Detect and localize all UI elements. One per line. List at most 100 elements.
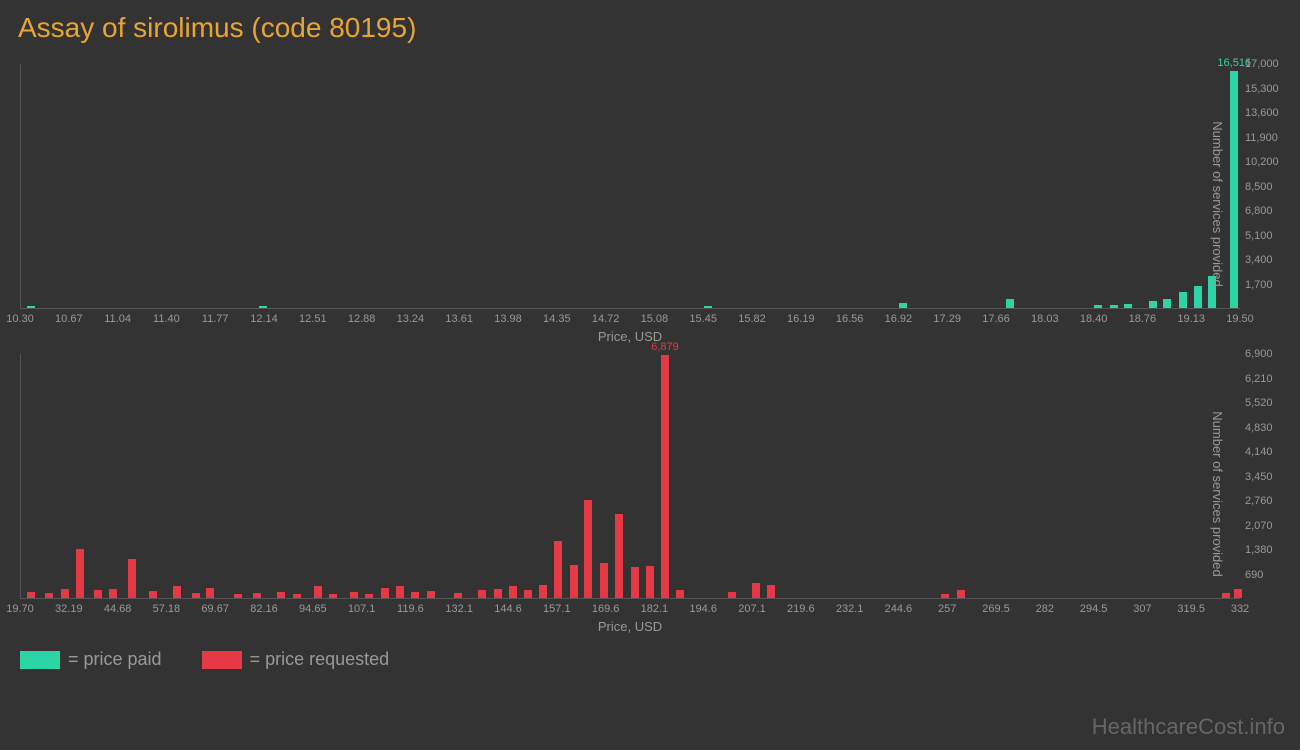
bar bbox=[1234, 589, 1242, 598]
legend: = price paid = price requested bbox=[0, 634, 1300, 670]
bar bbox=[1194, 286, 1202, 308]
x-tick: 18.76 bbox=[1129, 313, 1157, 325]
chart-requested-yticks: 6901,3802,0702,7603,4504,1404,8305,5206,… bbox=[1245, 354, 1285, 599]
x-tick: 332 bbox=[1231, 603, 1249, 615]
bar bbox=[1222, 593, 1230, 598]
x-tick: 13.61 bbox=[445, 313, 473, 325]
x-tick: 10.30 bbox=[6, 313, 34, 325]
bar bbox=[259, 306, 267, 308]
y-tick: 8,500 bbox=[1245, 181, 1273, 193]
legend-swatch-paid bbox=[20, 651, 60, 669]
y-tick: 11,900 bbox=[1245, 132, 1278, 144]
bar bbox=[173, 586, 181, 598]
bar bbox=[411, 592, 419, 598]
x-tick: 12.14 bbox=[250, 313, 278, 325]
y-tick: 1,700 bbox=[1245, 279, 1273, 291]
x-tick: 15.08 bbox=[641, 313, 669, 325]
x-tick: 119.6 bbox=[397, 603, 424, 615]
x-tick: 257 bbox=[938, 603, 956, 615]
x-tick: 32.19 bbox=[55, 603, 83, 615]
y-tick: 17,000 bbox=[1245, 58, 1279, 70]
x-tick: 319.5 bbox=[1177, 603, 1205, 615]
y-tick: 6,800 bbox=[1245, 205, 1273, 217]
x-tick: 294.5 bbox=[1080, 603, 1108, 615]
chart-requested: 6,879 19.7032.1944.6857.1869.6782.1694.6… bbox=[20, 354, 1240, 634]
y-tick: 10,200 bbox=[1245, 156, 1279, 168]
bar bbox=[1094, 305, 1102, 308]
bar bbox=[1149, 301, 1157, 308]
y-tick: 690 bbox=[1245, 569, 1263, 581]
x-tick: 207.1 bbox=[738, 603, 766, 615]
bar bbox=[524, 590, 532, 598]
y-tick: 1,380 bbox=[1245, 544, 1273, 556]
bar bbox=[1179, 292, 1187, 308]
bar bbox=[76, 549, 84, 598]
bar bbox=[941, 594, 949, 598]
y-tick: 4,140 bbox=[1245, 446, 1273, 458]
x-tick: 269.5 bbox=[982, 603, 1010, 615]
y-tick: 3,400 bbox=[1245, 254, 1273, 266]
x-tick: 282 bbox=[1036, 603, 1054, 615]
y-tick: 5,520 bbox=[1245, 397, 1273, 409]
x-tick: 57.18 bbox=[153, 603, 181, 615]
bar bbox=[149, 591, 157, 598]
chart-requested-xlabel: Price, USD bbox=[598, 619, 662, 634]
y-tick: 6,210 bbox=[1245, 373, 1273, 385]
bar bbox=[767, 585, 775, 598]
x-tick: 232.1 bbox=[836, 603, 864, 615]
x-tick: 11.04 bbox=[104, 313, 131, 325]
bar bbox=[109, 589, 117, 598]
x-tick: 182.1 bbox=[641, 603, 669, 615]
legend-item-paid: = price paid bbox=[20, 649, 162, 670]
bar bbox=[329, 594, 337, 598]
y-tick: 13,600 bbox=[1245, 107, 1279, 119]
x-tick: 17.29 bbox=[933, 313, 961, 325]
bar-label: 6,879 bbox=[651, 341, 679, 353]
bar bbox=[646, 566, 654, 598]
y-tick: 3,450 bbox=[1245, 471, 1273, 483]
bar bbox=[27, 592, 35, 598]
chart-paid-container: 16,516 10.3010.6711.0411.4011.7712.1412.… bbox=[20, 64, 1240, 344]
bar bbox=[554, 541, 562, 598]
x-tick: 144.6 bbox=[494, 603, 522, 615]
bar bbox=[899, 303, 907, 308]
x-tick: 11.77 bbox=[202, 313, 229, 325]
x-tick: 82.16 bbox=[250, 603, 278, 615]
bar bbox=[396, 586, 404, 598]
x-tick: 15.45 bbox=[689, 313, 717, 325]
x-tick: 219.6 bbox=[787, 603, 815, 615]
bar bbox=[253, 593, 261, 598]
x-tick: 94.65 bbox=[299, 603, 327, 615]
chart-paid: 16,516 10.3010.6711.0411.4011.7712.1412.… bbox=[20, 64, 1240, 344]
y-tick: 4,830 bbox=[1245, 422, 1273, 434]
bar bbox=[277, 592, 285, 598]
bar bbox=[234, 594, 242, 598]
bar bbox=[94, 590, 102, 598]
chart-requested-container: 6,879 19.7032.1944.6857.1869.6782.1694.6… bbox=[20, 354, 1240, 634]
chart-requested-ylabel: Number of services provided bbox=[1210, 411, 1225, 576]
y-tick: 2,070 bbox=[1245, 520, 1273, 532]
y-tick: 6,900 bbox=[1245, 348, 1273, 360]
bar bbox=[427, 591, 435, 598]
bar bbox=[704, 306, 712, 308]
x-tick: 12.88 bbox=[348, 313, 376, 325]
bar bbox=[350, 592, 358, 598]
x-tick: 16.56 bbox=[836, 313, 864, 325]
bar bbox=[752, 583, 760, 598]
x-tick: 157.1 bbox=[543, 603, 571, 615]
bar bbox=[192, 593, 200, 598]
bar bbox=[1124, 304, 1132, 308]
bar bbox=[314, 586, 322, 598]
bar bbox=[584, 500, 592, 598]
bar bbox=[27, 306, 35, 308]
x-tick: 12.51 bbox=[299, 313, 327, 325]
x-tick: 307 bbox=[1133, 603, 1151, 615]
x-tick: 17.66 bbox=[982, 313, 1010, 325]
bar bbox=[615, 514, 623, 598]
x-tick: 194.6 bbox=[689, 603, 717, 615]
legend-swatch-requested bbox=[202, 651, 242, 669]
page-title: Assay of sirolimus (code 80195) bbox=[0, 0, 1300, 44]
x-tick: 19.13 bbox=[1177, 313, 1205, 325]
chart-paid-area: 16,516 bbox=[20, 64, 1240, 309]
bar bbox=[128, 559, 136, 598]
